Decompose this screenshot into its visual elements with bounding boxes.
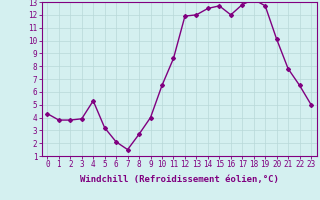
X-axis label: Windchill (Refroidissement éolien,°C): Windchill (Refroidissement éolien,°C) [80, 175, 279, 184]
